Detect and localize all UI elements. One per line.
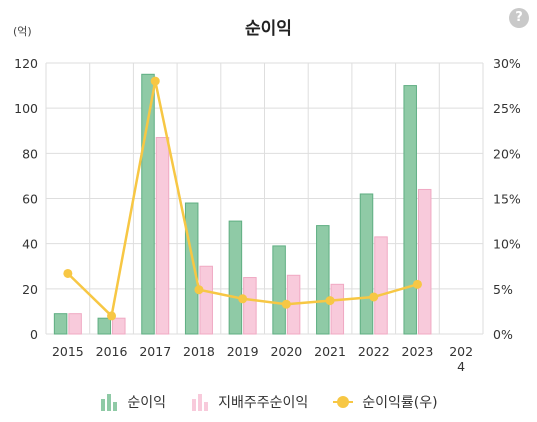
x-tick-label: 4 <box>457 359 465 374</box>
bar-net-income <box>316 225 330 335</box>
net-income-chart: 0 20 40 60 80 100 120 0% 5% 10% 15% 20% 25% 30% 2015 20… <box>14 56 521 374</box>
x-tick-label: 2015 <box>52 344 84 359</box>
chart-legend: 순이익 지배주주순이익 순이익률(우) <box>0 392 537 412</box>
bar-net-income <box>272 245 286 335</box>
bar-controlling-net-income <box>374 236 388 335</box>
bar-net-income <box>97 317 112 335</box>
y-right-tick-label: 15% <box>493 192 521 207</box>
bar-controlling-net-income <box>330 283 345 335</box>
y-axis-unit-label: (억) <box>13 25 32 38</box>
y-left-tick-label: 60 <box>22 192 38 207</box>
point-net-margin <box>63 268 73 278</box>
point-net-margin <box>238 294 248 304</box>
x-tick-label: 2022 <box>358 344 390 359</box>
y-right-tick-label: 20% <box>493 146 521 161</box>
y-right-tick-label: 0% <box>493 327 513 342</box>
point-net-margin <box>412 279 422 289</box>
legend-item-net-margin[interactable]: 순이익률(우) <box>332 392 438 412</box>
bar-net-income <box>53 313 68 335</box>
y-right-tick-label: 10% <box>493 237 521 252</box>
legend-item-net-income[interactable]: 순이익 <box>99 392 166 412</box>
line-dot-icon <box>333 396 354 408</box>
bar-net-income <box>403 85 417 335</box>
y-left-tick-label: 120 <box>14 56 38 71</box>
bar-net-income <box>359 193 374 335</box>
x-tick-label: 2016 <box>96 344 128 359</box>
y-right-tick-label: 30% <box>493 56 521 71</box>
point-net-margin <box>194 285 204 295</box>
legend-label: 지배주주순이익 <box>218 395 309 411</box>
y-right-tick-label: 5% <box>493 282 513 297</box>
point-net-margin <box>325 296 335 306</box>
y-left-tick-label: 80 <box>22 146 38 161</box>
bar-controlling-net-income <box>155 137 170 335</box>
help-icon[interactable]: ? <box>509 8 529 28</box>
legend-item-controlling-net-income[interactable]: 지배주주순이익 <box>190 392 308 412</box>
legend-label: 순이익률(우) <box>362 395 438 411</box>
point-net-margin <box>369 292 379 302</box>
point-net-margin <box>107 311 117 321</box>
y-right-tick-label: 25% <box>493 101 521 116</box>
point-net-margin <box>281 299 291 309</box>
x-tick-label: 202 <box>449 344 473 359</box>
bar-controlling-net-income <box>199 265 213 335</box>
chart-title: 순이익 <box>245 19 292 39</box>
point-net-margin <box>150 76 160 86</box>
bar-controlling-net-income <box>112 317 126 335</box>
bar-controlling-net-income <box>68 313 82 335</box>
bar-chart-icon <box>192 394 209 411</box>
x-tick-label: 2023 <box>402 344 434 359</box>
bar-chart-icon <box>101 394 118 411</box>
y-left-tick-label: 40 <box>22 237 38 252</box>
bar-net-income <box>184 202 199 335</box>
x-tick-label: 2021 <box>314 344 346 359</box>
bar-net-income <box>228 220 243 335</box>
bar-controlling-net-income <box>417 188 432 335</box>
y-left-tick-label: 0 <box>30 327 38 342</box>
x-tick-label: 2017 <box>139 344 171 359</box>
bar-controlling-net-income <box>243 277 257 335</box>
x-tick-label: 2018 <box>183 344 215 359</box>
y-left-tick-label: 100 <box>14 101 38 116</box>
x-tick-label: 2020 <box>270 344 302 359</box>
y-left-tick-label: 20 <box>22 282 38 297</box>
x-tick-label: 2019 <box>227 344 259 359</box>
legend-label: 순이익 <box>127 395 167 411</box>
